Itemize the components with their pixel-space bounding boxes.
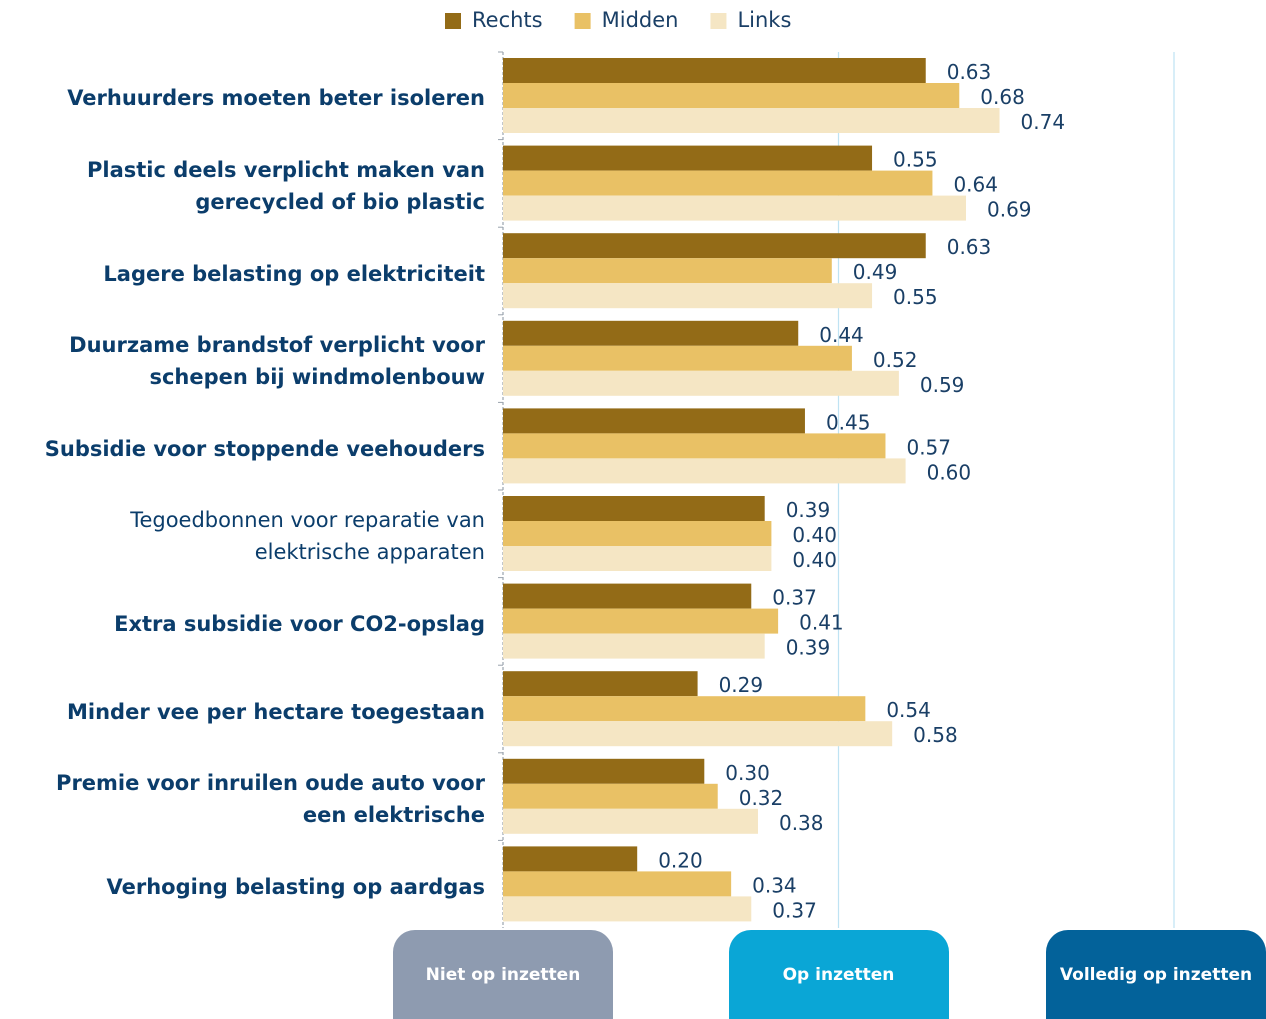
bar [503,671,698,697]
legend-swatch [574,13,591,29]
category-label: Extra subsidie voor CO2-opslag [114,612,485,637]
value-label: 0.49 [853,260,898,284]
value-label: 0.30 [725,761,770,785]
category-label: Lagere belasting op elektriciteit [103,261,485,286]
bar [503,283,873,309]
value-label: 0.37 [772,586,817,610]
bar [503,458,906,484]
value-label: 0.63 [947,60,992,84]
bar [503,896,752,922]
value-label: 0.58 [913,723,958,747]
bar [503,633,765,659]
value-label: 0.39 [786,498,831,522]
x-tick-button: Volledig op inzetten [1046,930,1266,1019]
value-label: 0.57 [906,435,951,459]
category-label: Verhoging belasting op aardgas [106,874,485,899]
value-label: 0.68 [980,85,1025,109]
bar [503,783,718,809]
legend-label: Midden [602,8,679,32]
bar [503,408,805,434]
category-label: Verhuurders moeten beter isoleren [67,86,485,111]
value-label: 0.60 [927,460,972,484]
legend-swatch [445,13,461,29]
bar [503,808,758,834]
category-label: Plastic deels verplicht maken van gerecy… [86,158,485,215]
bar [503,583,752,609]
value-label: 0.52 [873,348,918,372]
bar [503,496,765,521]
bar [503,608,779,634]
bar [503,108,1000,133]
bar [503,58,926,83]
value-label: 0.40 [792,548,837,572]
value-label: 0.44 [819,323,864,347]
value-label: 0.74 [1021,110,1066,134]
value-label: 0.55 [893,285,938,309]
x-tick-button: Niet op inzetten [393,930,613,1019]
value-label: 0.59 [920,373,965,397]
bar [503,83,960,108]
bar [503,320,799,346]
value-label: 0.37 [772,898,817,922]
value-label: 0.45 [826,410,871,434]
bar [503,345,852,371]
bar [503,721,893,747]
bar [503,370,899,396]
bar [503,195,966,221]
category-label: Tegoedbonnen voor reparatie van elektris… [130,508,485,565]
value-label: 0.34 [752,873,797,897]
value-label: 0.20 [658,848,703,872]
value-label: 0.39 [786,636,831,660]
value-label: 0.64 [953,173,998,197]
bar [503,433,886,459]
legend-label: Links [737,8,791,32]
bar [503,258,832,284]
value-label: 0.40 [792,523,837,547]
bar [503,846,638,872]
value-label: 0.54 [886,698,931,722]
bar [503,871,732,897]
bar [503,233,926,259]
bar [503,170,933,196]
bar [503,546,772,571]
x-tick-button: Op inzetten [728,930,949,1019]
value-label: 0.63 [947,235,992,259]
value-label: 0.29 [719,673,764,697]
bar [503,696,866,722]
bar [503,145,873,171]
value-label: 0.38 [779,811,824,835]
bar [503,758,705,784]
category-label: Premie voor inruilen oude auto voor een … [56,771,485,828]
value-label: 0.41 [799,611,844,635]
value-label: 0.32 [739,786,784,810]
category-label: Minder vee per hectare toegestaan [67,699,485,724]
category-label: Subsidie voor stoppende veehouders [44,436,485,461]
category-label: Duurzame brandstof verplicht voor schepe… [69,333,485,390]
bar [503,521,772,546]
value-label: 0.69 [987,198,1032,222]
legend-label: Rechts [472,8,543,32]
value-label: 0.55 [893,148,938,172]
legend-swatch [710,13,727,29]
